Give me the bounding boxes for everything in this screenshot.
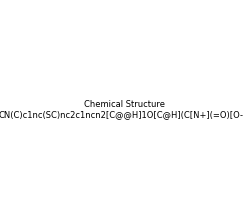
Text: Chemical Structure
CN(C)c1nc(SC)nc2c1ncn2[C@@H]1O[C@H](C[N+](=O)[O-]): Chemical Structure CN(C)c1nc(SC)nc2c1ncn… [0, 100, 243, 119]
